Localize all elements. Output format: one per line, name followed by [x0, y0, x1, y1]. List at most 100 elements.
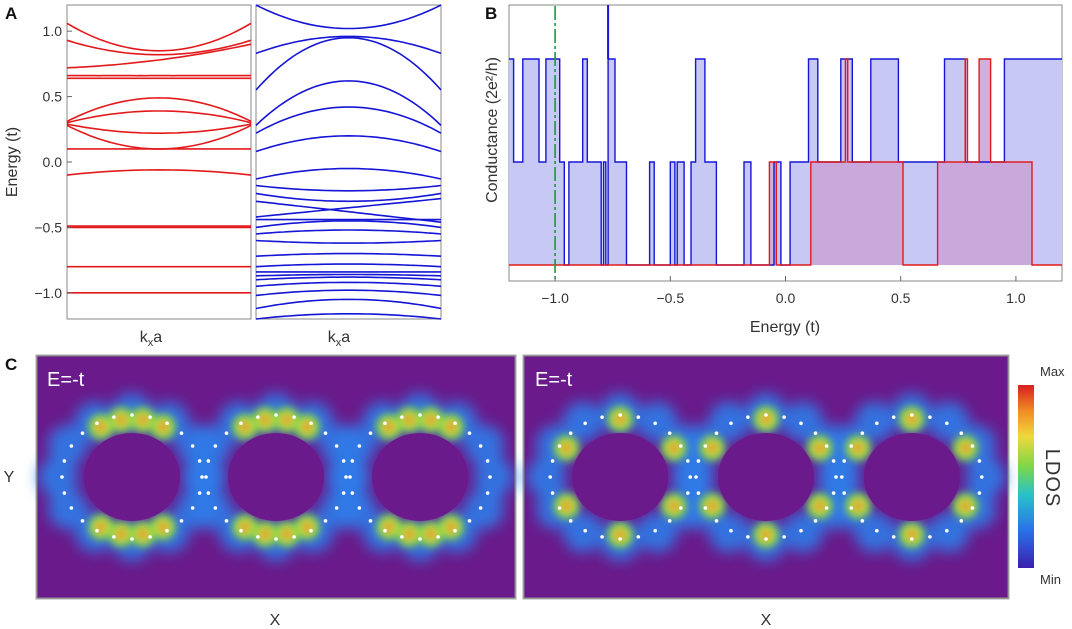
- ldos-hotspot-core: [708, 444, 716, 452]
- lattice-site: [418, 537, 422, 541]
- ldos-blob: [37, 457, 78, 497]
- ldos-hotspot-core: [241, 423, 249, 431]
- lattice-site: [256, 535, 260, 539]
- ldos-blob: [464, 425, 505, 466]
- band-line: [66, 168, 252, 176]
- ldos-hotspot-core: [159, 523, 167, 531]
- band-line: [66, 39, 252, 56]
- lattice-site: [799, 421, 803, 426]
- lattice-site: [764, 537, 768, 541]
- band-line: [255, 184, 442, 192]
- conductance-traces: [509, 5, 1062, 280]
- ldos-hole: [718, 433, 814, 521]
- ldos-hotspot-core: [97, 523, 105, 531]
- energy-axis-ticks: 1.0 0.5 0.0 −0.5 −1.0: [34, 23, 72, 301]
- lattice-site: [383, 421, 387, 426]
- lattice-site: [696, 459, 701, 463]
- lattice-site: [831, 491, 836, 495]
- lattice-site: [95, 421, 99, 426]
- lattice-site: [842, 459, 846, 463]
- lattice-site: [568, 431, 573, 435]
- lattice-site: [729, 528, 733, 533]
- lattice-site: [703, 506, 708, 510]
- y-axis-label: Y: [4, 469, 15, 486]
- lattice-site: [334, 444, 339, 448]
- lattice-site: [190, 506, 195, 510]
- ldos-blob: [637, 512, 678, 553]
- energy-tick-label: −0.5: [34, 219, 62, 235]
- lattice-site: [206, 491, 211, 495]
- lattice-site: [224, 431, 229, 435]
- ldos-hotspot-core: [405, 416, 413, 424]
- lattice-site: [910, 537, 914, 541]
- lattice-site: [148, 535, 152, 539]
- lattice-site: [834, 475, 838, 479]
- lattice-site: [977, 459, 982, 463]
- lattice-site: [782, 535, 786, 539]
- ldos-blob: [783, 512, 824, 553]
- x-axis-label-left: X: [270, 612, 281, 629]
- lattice-site: [165, 528, 169, 533]
- lattice-site: [686, 491, 690, 495]
- lattice-site: [600, 415, 604, 419]
- lattice-site: [436, 535, 440, 539]
- ldos-blob: [708, 401, 749, 442]
- lattice-site: [400, 415, 404, 419]
- ldos-hotspot-core: [241, 523, 249, 531]
- lattice-site: [557, 506, 562, 510]
- ldos-border: [36, 355, 516, 599]
- lattice-site: [190, 444, 195, 448]
- lattice-site: [478, 506, 483, 510]
- lattice-site: [653, 528, 657, 533]
- ldos-hotspot-core: [854, 502, 862, 510]
- band-plot-blue-frame: [255, 4, 442, 320]
- ldos-blob: [965, 457, 1006, 497]
- ldos-hotspot-core: [447, 423, 455, 431]
- lattice-site: [746, 415, 750, 419]
- ldos-hotspot-core: [961, 502, 969, 510]
- ldos-hotspot-core: [762, 415, 770, 423]
- band-line: [66, 97, 252, 123]
- ldos-hotspot-core: [427, 416, 435, 424]
- energy-tick-label-b: −1.0: [541, 290, 569, 306]
- energy-tick-label: 0.5: [43, 89, 63, 105]
- lattice-site: [348, 475, 352, 479]
- colorbar-title: LDOS: [1041, 449, 1063, 507]
- lattice-site: [368, 519, 373, 523]
- lattice-site: [179, 519, 184, 523]
- ldos-blob: [563, 401, 604, 442]
- conductance-line-red: [509, 58, 1062, 266]
- ldos-hotspot-core: [303, 423, 311, 431]
- lattice-site: [69, 506, 74, 510]
- energy-tick-label: −1.0: [34, 285, 62, 301]
- band-line: [66, 123, 252, 134]
- ldos-hotspot-core: [139, 530, 147, 538]
- ldos-blob: [47, 425, 88, 466]
- lattice-site: [206, 459, 211, 463]
- ldos-blob: [335, 425, 376, 466]
- energy-tick-label: 1.0: [43, 23, 63, 39]
- x-axis-label-right: X: [761, 612, 772, 629]
- conductance-fill-blue: [509, 59, 1062, 265]
- ldos-hotspot-core: [385, 423, 393, 431]
- lattice-site: [667, 431, 672, 435]
- lattice-site: [309, 528, 313, 533]
- lattice-site: [179, 431, 184, 435]
- band-line: [255, 134, 442, 153]
- lattice-site: [694, 475, 698, 479]
- lattice-site: [636, 535, 641, 539]
- band-plot-red-frame: [66, 4, 252, 320]
- lattice-site: [69, 444, 74, 448]
- ldos-blob: [783, 401, 824, 442]
- lattice-site: [799, 528, 803, 533]
- lattice-site: [849, 506, 853, 510]
- ldos-hotspot-core: [961, 444, 969, 452]
- lattice-site: [130, 413, 134, 417]
- ldos-hotspot-core: [283, 416, 291, 424]
- lattice-site: [600, 535, 604, 539]
- lattice-site: [970, 506, 975, 510]
- ldos-hotspot-core: [563, 444, 571, 452]
- lattice-site: [292, 535, 296, 539]
- ldos-blob: [637, 401, 678, 442]
- lattice-site: [197, 491, 202, 495]
